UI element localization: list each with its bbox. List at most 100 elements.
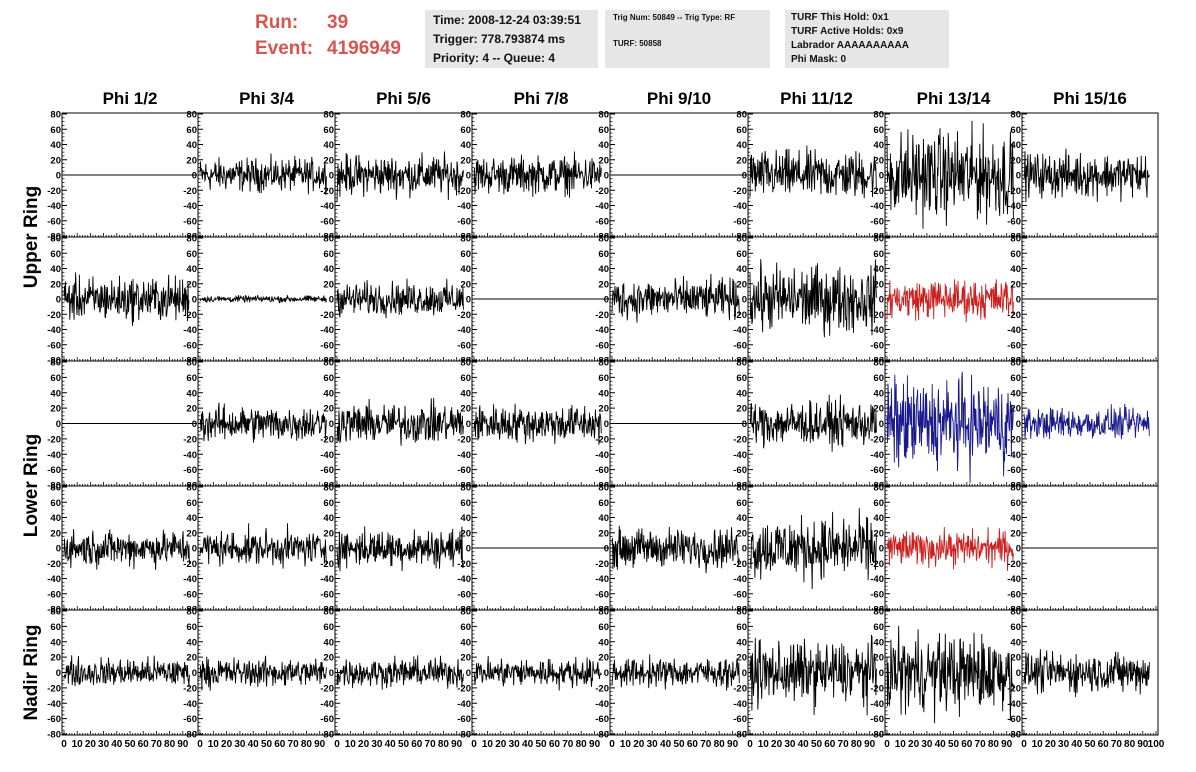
- y-tick-label: 40: [736, 637, 747, 648]
- y-tick-label: 60: [460, 622, 471, 633]
- x-tick-label: 50: [673, 739, 685, 750]
- y-tick-label: -40: [733, 201, 747, 212]
- x-tick-label: 80: [164, 739, 176, 750]
- waveform-trace: [749, 508, 877, 590]
- y-tick-label: 60: [1010, 498, 1021, 509]
- x-tick-label: 0: [609, 739, 615, 750]
- x-tick-label: 70: [288, 739, 300, 750]
- y-tick-label: 60: [460, 125, 471, 136]
- y-tick-label: 40: [598, 513, 609, 524]
- y-tick-label: -20: [320, 683, 334, 694]
- y-tick-label: -60: [595, 216, 609, 227]
- turf-this-hold-text: TURF This Hold: 0x1: [791, 12, 889, 23]
- y-tick-label: 40: [186, 264, 197, 275]
- ring-label: Upper Ring: [21, 186, 42, 288]
- y-tick-label: 40: [460, 388, 471, 399]
- x-tick-label: 0: [884, 739, 890, 750]
- y-tick-label: 0: [329, 171, 334, 182]
- y-tick-label: -20: [733, 310, 747, 321]
- y-tick-label: 0: [604, 668, 609, 679]
- y-tick-label: 80: [598, 234, 609, 245]
- y-tick-label: 0: [329, 668, 334, 679]
- y-tick-label: 60: [323, 373, 334, 384]
- y-tick-label: 60: [736, 373, 747, 384]
- y-tick-label: -60: [47, 465, 61, 476]
- y-tick-label: -20: [870, 434, 884, 445]
- y-tick-label: -80: [47, 605, 61, 616]
- y-tick-label: -40: [320, 325, 334, 336]
- x-tick-label: 10: [72, 739, 84, 750]
- x-tick-label: 60: [411, 739, 423, 750]
- y-tick-label: -60: [1007, 589, 1021, 600]
- x-tick-label: 0: [1021, 739, 1027, 750]
- y-tick-label: -40: [320, 201, 334, 212]
- y-tick-label: 40: [186, 637, 197, 648]
- y-tick-label: 80: [1010, 234, 1021, 245]
- column-header: Phi 5/6: [376, 89, 431, 108]
- y-tick-label: -20: [457, 434, 471, 445]
- x-tick-label: 40: [522, 739, 534, 750]
- y-tick-label: -60: [1007, 714, 1021, 725]
- y-tick-label: 0: [192, 544, 197, 555]
- y-tick-label: -40: [320, 699, 334, 710]
- y-tick-label: 20: [873, 279, 884, 290]
- y-tick-label: -40: [183, 201, 197, 212]
- y-tick-label: 40: [186, 140, 197, 151]
- y-tick-label: 20: [1010, 404, 1021, 415]
- y-tick-label: -40: [457, 699, 471, 710]
- y-tick-label: 60: [50, 373, 61, 384]
- y-tick-label: -40: [1007, 450, 1021, 461]
- y-tick-label: -40: [870, 201, 884, 212]
- waveform-trace: [199, 655, 327, 691]
- x-tick-label: 70: [562, 739, 574, 750]
- y-tick-label: 80: [50, 358, 61, 369]
- y-tick-label: -20: [47, 559, 61, 570]
- y-tick-label: 60: [873, 373, 884, 384]
- y-tick-label: -40: [870, 574, 884, 585]
- run-value: 39: [327, 12, 349, 33]
- y-tick-label: -80: [47, 730, 61, 741]
- y-tick-label: 20: [186, 279, 197, 290]
- y-tick-label: 60: [50, 125, 61, 136]
- y-tick-label: -40: [733, 699, 747, 710]
- trig-num-text: Trig Num: 50849 -- Trig Type: RF: [613, 13, 736, 22]
- y-tick-label: -20: [1007, 434, 1021, 445]
- x-tick-label: 30: [509, 739, 521, 750]
- y-tick-label: -40: [595, 325, 609, 336]
- y-tick-label: -20: [457, 310, 471, 321]
- y-tick-label: 20: [1010, 279, 1021, 290]
- y-tick-label: -60: [320, 589, 334, 600]
- y-tick-label: 0: [604, 171, 609, 182]
- ring-label: Lower Ring: [21, 434, 42, 537]
- x-tick-label: 30: [921, 739, 933, 750]
- y-tick-label: 80: [736, 110, 747, 121]
- x-tick-label: 50: [261, 739, 273, 750]
- y-tick-label: -20: [595, 310, 609, 321]
- waveform-trace: [199, 523, 327, 569]
- y-tick-label: 20: [873, 653, 884, 664]
- x-tick-label: 20: [495, 739, 507, 750]
- x-tick-label: 70: [700, 739, 712, 750]
- y-tick-label: 20: [736, 528, 747, 539]
- y-tick-label: 80: [50, 607, 61, 618]
- y-tick-label: 60: [873, 125, 884, 136]
- y-tick-label: 0: [879, 171, 884, 182]
- y-tick-label: 0: [56, 295, 61, 306]
- waveform-panel: [471, 112, 611, 238]
- y-tick-label: 20: [323, 155, 334, 166]
- y-tick-label: 80: [873, 483, 884, 494]
- y-tick-label: 80: [323, 483, 334, 494]
- y-tick-label: -20: [1007, 683, 1021, 694]
- y-tick-label: 40: [460, 264, 471, 275]
- y-tick-label: 0: [604, 419, 609, 430]
- y-tick-label: -40: [47, 574, 61, 585]
- y-tick-label: 0: [1016, 544, 1021, 555]
- x-tick-label: 60: [824, 739, 836, 750]
- y-tick-label: 0: [879, 295, 884, 306]
- y-tick-label: -20: [733, 683, 747, 694]
- y-tick-label: -40: [1007, 201, 1021, 212]
- y-tick-label: -40: [1007, 699, 1021, 710]
- y-tick-label: 80: [873, 234, 884, 245]
- y-tick-label: 60: [50, 249, 61, 260]
- y-tick-label: -20: [733, 559, 747, 570]
